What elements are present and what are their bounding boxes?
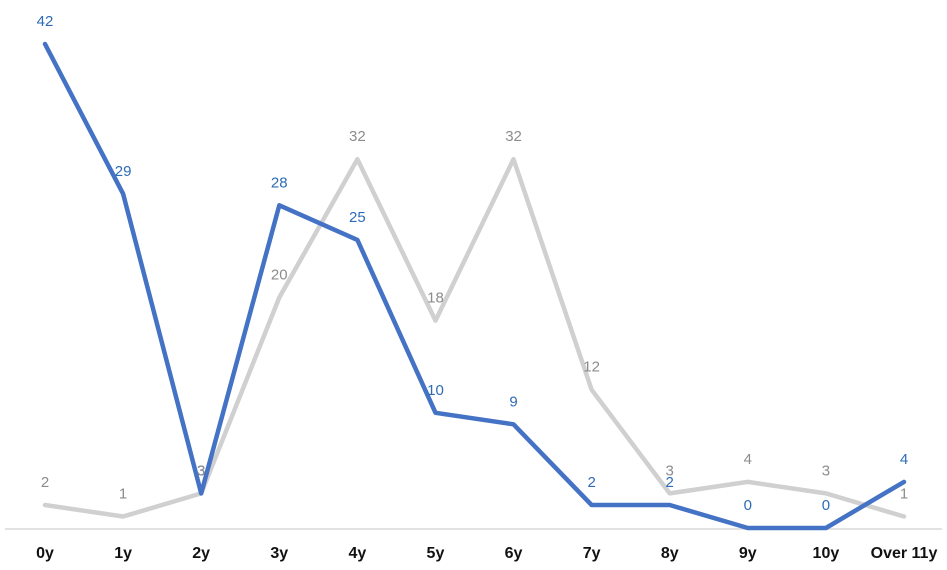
x-axis-tick-labels: 0y 1y 2y 3y 4y 5y 6y 7y 8y 9y 10y Over 11y: [36, 545, 937, 562]
series-2-data-label: 20: [271, 267, 288, 284]
series-1-data-label: 29: [115, 163, 132, 180]
series-1-data-label: 28: [271, 174, 288, 191]
series-2-data-label: 1: [900, 485, 908, 502]
series-1-data-label: 2: [587, 474, 595, 491]
series-2-data-label: 3: [666, 462, 674, 479]
series-1-data-label: 0: [822, 497, 830, 514]
series-2-data-label: 3: [197, 462, 205, 479]
x-tick-label: 0y: [36, 545, 54, 562]
series-2-data-label: 32: [505, 128, 522, 145]
series-1-data-label: 25: [349, 209, 366, 226]
x-tick-label: 5y: [427, 545, 445, 562]
series-2-data-label: 12: [583, 359, 600, 376]
x-tick-label: 9y: [739, 545, 757, 562]
series-2-data-label: 1: [119, 485, 127, 502]
series-2-data-label: 4: [744, 451, 752, 468]
x-tick-label: 1y: [114, 545, 132, 562]
series-1-line: [42, 41, 907, 531]
x-tick-label: 10y: [813, 545, 840, 562]
series-2-data-label: 32: [349, 128, 366, 145]
x-tick-label: Over 11y: [871, 545, 938, 562]
series-1-data-label: 2: [666, 474, 674, 491]
series-1-data-label: 0: [744, 497, 752, 514]
series-2-data-label: 18: [427, 290, 444, 307]
x-tick-label: 2y: [192, 545, 210, 562]
x-tick-label: 4y: [348, 545, 366, 562]
series-2-line: [42, 156, 907, 519]
series-2-data-label: 2: [41, 474, 49, 491]
x-tick-label: 7y: [583, 545, 601, 562]
x-tick-label: 6y: [505, 545, 523, 562]
series-lines: [42, 41, 907, 531]
series-2-data-label: 3: [822, 462, 830, 479]
series-1-data-label: 9: [509, 393, 517, 410]
series-1-data-label: 42: [37, 13, 54, 30]
x-tick-label: 3y: [270, 545, 288, 562]
series-1-data-label: 4: [900, 451, 908, 468]
series-1-data-label: 10: [427, 382, 444, 399]
x-tick-label: 8y: [661, 545, 679, 562]
series-1-data-label: 3: [197, 462, 205, 479]
